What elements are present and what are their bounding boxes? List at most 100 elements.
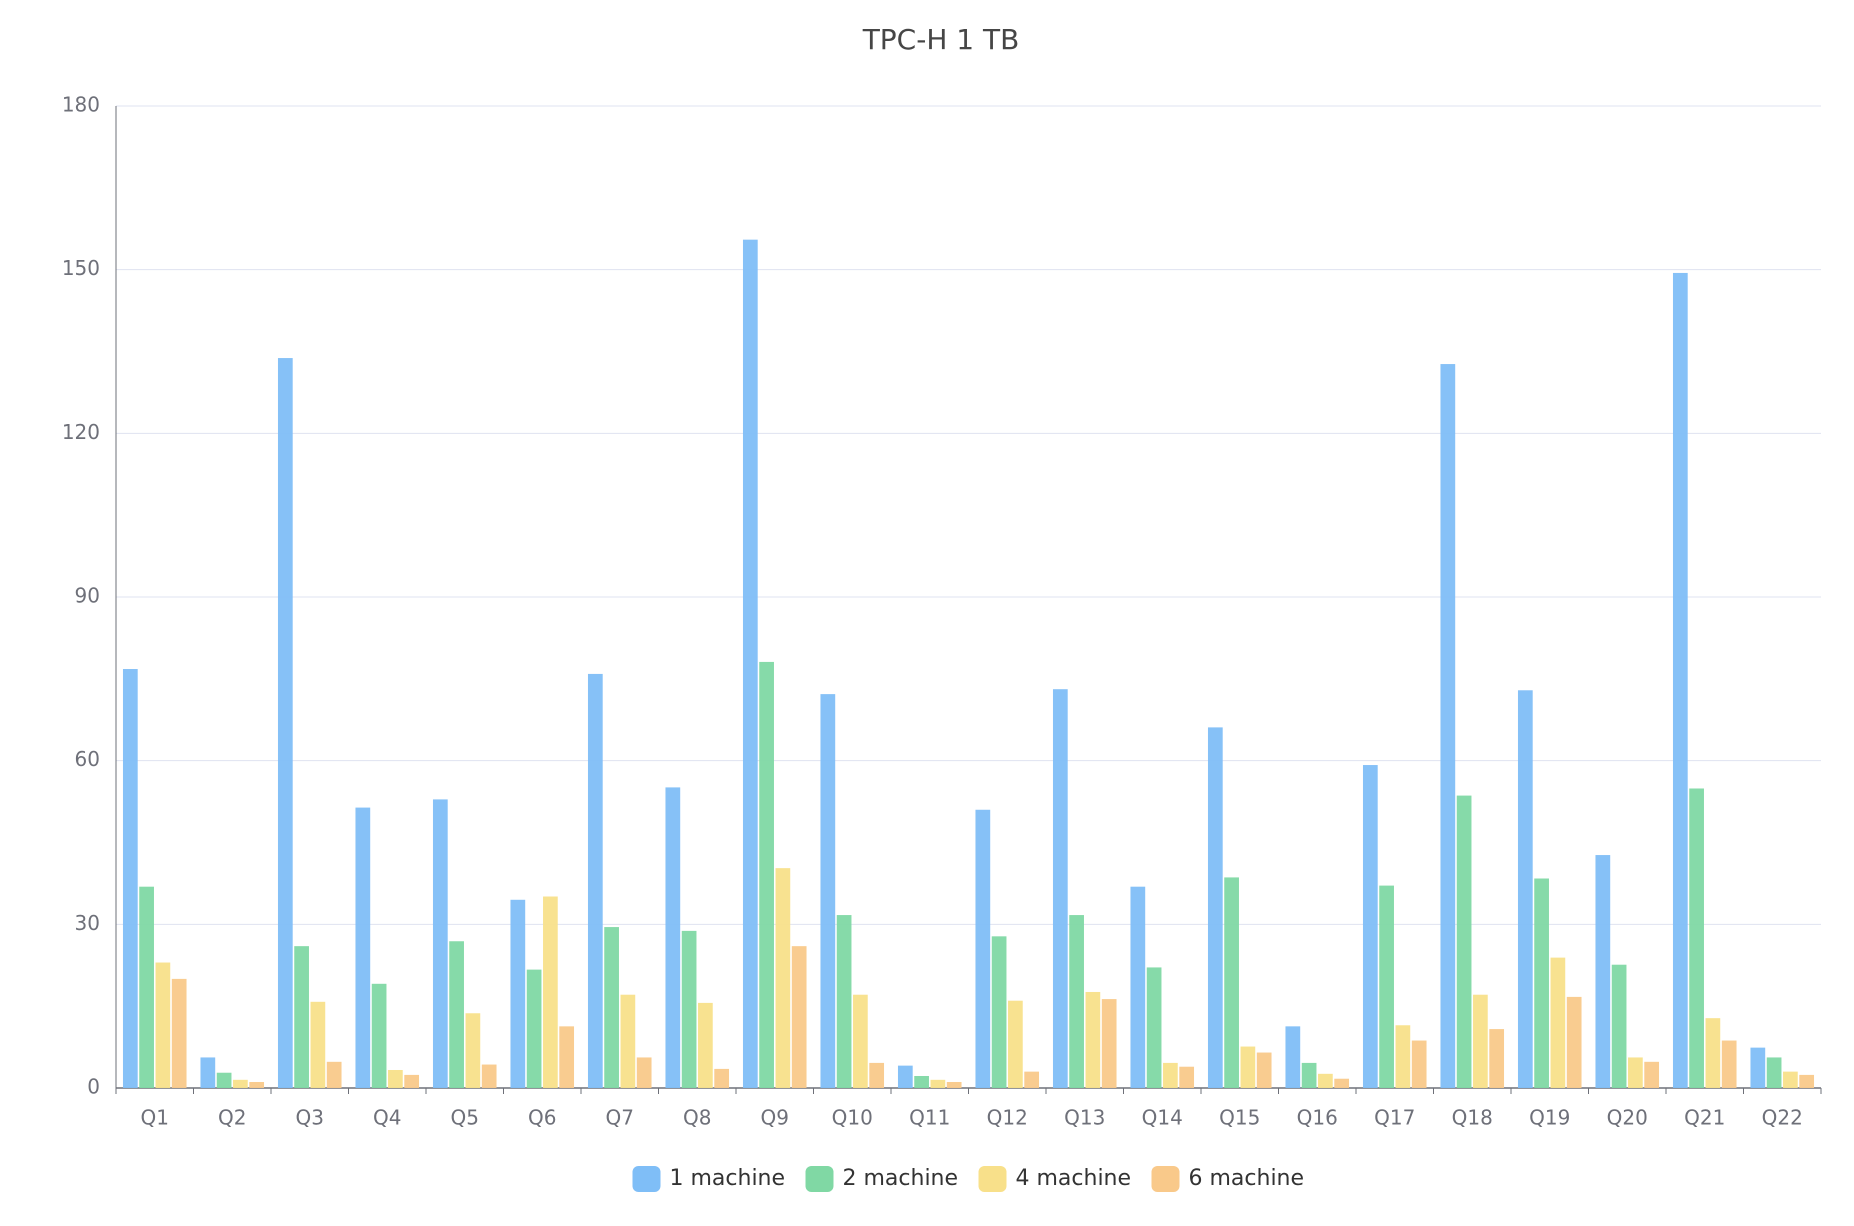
x-tick-label: Q2 bbox=[218, 1106, 246, 1130]
bar bbox=[277, 358, 293, 1089]
y-tick-label: 150 bbox=[62, 256, 100, 280]
bar bbox=[1163, 1062, 1178, 1088]
bar bbox=[449, 941, 464, 1088]
x-tick-label: Q21 bbox=[1684, 1106, 1725, 1130]
x-tick-label: Q1 bbox=[141, 1106, 169, 1130]
bar bbox=[249, 1081, 265, 1088]
x-tick-label: Q22 bbox=[1762, 1106, 1803, 1130]
bar bbox=[698, 1002, 713, 1088]
bar bbox=[355, 807, 371, 1088]
bar bbox=[836, 915, 852, 1088]
bar bbox=[404, 1074, 420, 1088]
bar bbox=[930, 1079, 946, 1088]
bar bbox=[1411, 1040, 1427, 1088]
legend-label: 2 machine bbox=[843, 1166, 959, 1191]
bar bbox=[1101, 999, 1117, 1088]
bar bbox=[1721, 1040, 1737, 1088]
x-tick-label: Q7 bbox=[606, 1106, 634, 1130]
bar bbox=[604, 927, 619, 1088]
bar bbox=[1440, 364, 1456, 1088]
x-tick-label: Q15 bbox=[1219, 1106, 1260, 1130]
bar bbox=[1628, 1057, 1643, 1088]
bar bbox=[432, 799, 448, 1088]
bar bbox=[1611, 964, 1627, 1088]
bar bbox=[1146, 967, 1162, 1088]
bar bbox=[820, 694, 836, 1088]
bar bbox=[171, 978, 187, 1088]
bar bbox=[1595, 855, 1611, 1088]
bar bbox=[681, 930, 697, 1088]
bar bbox=[1379, 885, 1394, 1088]
x-tick-label: Q13 bbox=[1064, 1106, 1105, 1130]
chart-title: TPC-H 1 TB bbox=[862, 23, 1020, 56]
bar bbox=[1705, 1018, 1721, 1088]
bar bbox=[233, 1079, 248, 1088]
x-tick-label: Q4 bbox=[373, 1106, 401, 1130]
bar bbox=[1489, 1029, 1505, 1088]
bar bbox=[869, 1062, 885, 1088]
legend-swatch bbox=[978, 1166, 1007, 1192]
y-tick-label: 30 bbox=[75, 911, 100, 935]
y-tick-label: 90 bbox=[75, 584, 100, 608]
bar bbox=[1566, 996, 1582, 1088]
bar bbox=[1456, 795, 1472, 1088]
bar bbox=[587, 673, 603, 1088]
legend-swatch bbox=[632, 1166, 661, 1192]
bar bbox=[326, 1061, 342, 1088]
bar bbox=[1285, 1026, 1301, 1088]
bar bbox=[975, 809, 991, 1088]
bar bbox=[742, 239, 758, 1088]
bar bbox=[1783, 1071, 1798, 1088]
x-tick-label: Q12 bbox=[987, 1106, 1028, 1130]
bar bbox=[543, 896, 558, 1088]
bar bbox=[1644, 1061, 1660, 1088]
bar bbox=[1301, 1062, 1317, 1088]
bar bbox=[1473, 994, 1488, 1088]
y-tick-label: 180 bbox=[62, 93, 100, 117]
legend-swatch bbox=[805, 1166, 834, 1192]
legend-label: 4 machine bbox=[1016, 1166, 1132, 1191]
x-tick-label: Q6 bbox=[528, 1106, 556, 1130]
bar bbox=[914, 1075, 929, 1088]
bar bbox=[1750, 1047, 1766, 1088]
legend-label: 1 machine bbox=[670, 1166, 786, 1191]
x-tick-label: Q14 bbox=[1142, 1106, 1183, 1130]
x-tick-label: Q16 bbox=[1297, 1106, 1338, 1130]
bar bbox=[526, 969, 542, 1088]
bar bbox=[465, 1013, 481, 1088]
x-tick-label: Q10 bbox=[832, 1106, 873, 1130]
legend-label: 6 machine bbox=[1189, 1166, 1305, 1191]
bar bbox=[122, 669, 138, 1088]
bar bbox=[1069, 915, 1084, 1088]
bar bbox=[1024, 1071, 1040, 1088]
bar bbox=[897, 1065, 913, 1088]
bar bbox=[1179, 1066, 1195, 1088]
bar bbox=[1207, 727, 1223, 1088]
bar bbox=[775, 868, 791, 1088]
bar bbox=[559, 1026, 575, 1088]
bar bbox=[1130, 886, 1146, 1088]
bar bbox=[991, 936, 1007, 1088]
bar bbox=[1240, 1046, 1256, 1088]
x-tick-label: Q11 bbox=[909, 1106, 950, 1130]
bar bbox=[1766, 1057, 1782, 1088]
bar bbox=[155, 962, 171, 1088]
bar bbox=[1334, 1078, 1350, 1088]
bar bbox=[620, 994, 636, 1088]
bar bbox=[510, 899, 526, 1088]
bar bbox=[1799, 1074, 1815, 1088]
bar bbox=[791, 946, 807, 1088]
bar bbox=[1689, 788, 1704, 1088]
bar bbox=[759, 661, 774, 1088]
y-tick-label: 0 bbox=[87, 1075, 100, 1099]
bar bbox=[665, 787, 681, 1088]
bar bbox=[1085, 991, 1101, 1088]
bar bbox=[1256, 1052, 1272, 1088]
y-tick-label: 120 bbox=[62, 420, 100, 444]
y-tick-label: 60 bbox=[75, 747, 100, 771]
bar bbox=[1672, 272, 1688, 1088]
bar bbox=[294, 946, 309, 1088]
bar bbox=[1534, 878, 1549, 1088]
bar bbox=[1318, 1073, 1333, 1088]
